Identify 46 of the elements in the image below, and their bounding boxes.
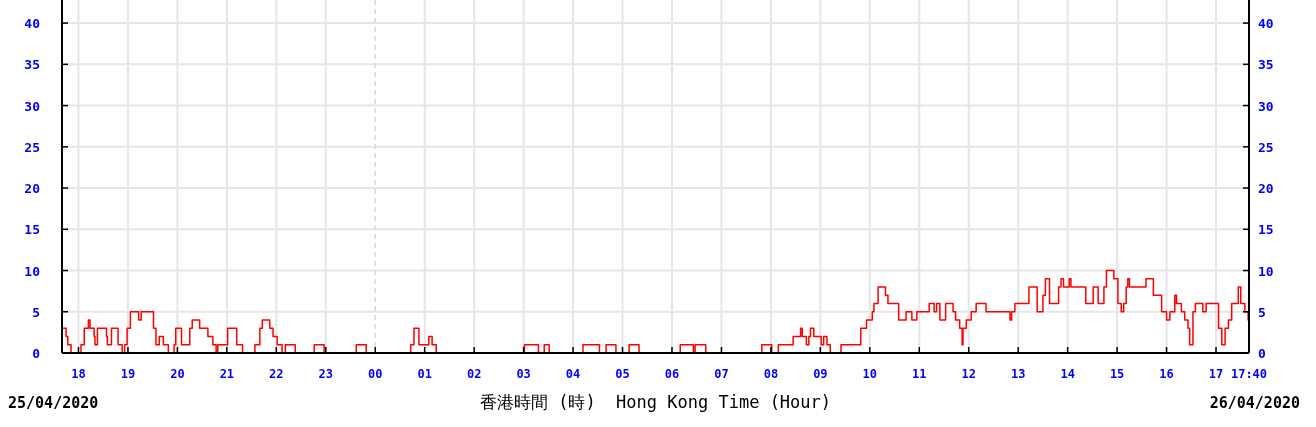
x-tick-label: 18: [71, 367, 86, 381]
x-tick-label: 21: [219, 367, 235, 381]
y2-tick-label: 15: [1258, 222, 1274, 238]
x-tick-label: 08: [763, 367, 779, 381]
y2-tick-label: 10: [1258, 263, 1274, 279]
x-tick-label: 01: [417, 367, 432, 381]
x-tick-label: 14: [1060, 367, 1075, 381]
x-tick-label: 19: [120, 367, 136, 381]
y-tick-label: 35: [24, 57, 40, 73]
x-tick-label: 22: [269, 367, 284, 381]
y-tick-label: 5: [32, 304, 40, 320]
y-tick-label: 30: [24, 98, 41, 114]
x-tick-label: 02: [466, 367, 482, 381]
y-tick-label: 10: [24, 263, 41, 279]
x-axis-title: 香港時間 (時) Hong Kong Time (Hour): [479, 392, 832, 412]
y-tick-label: 40: [24, 16, 41, 32]
x-tick-label: 17:40: [1230, 367, 1268, 381]
x-tick-label: 15: [1109, 367, 1125, 381]
x-tick-label: 20: [170, 367, 185, 381]
y2-tick-label: 20: [1258, 181, 1274, 197]
x-tick-label: 17: [1208, 367, 1224, 381]
y-tick-label: 0: [32, 346, 41, 361]
x-tick-label: 11: [912, 367, 927, 381]
y2-tick-label: 25: [1258, 139, 1274, 155]
y-tick-label: 20: [24, 181, 41, 197]
y2-tick-label: 0: [1258, 346, 1266, 361]
y-tick-label: 15: [24, 222, 40, 238]
y2-tick-label: 30: [1258, 98, 1274, 114]
x-tick-label: 07: [714, 367, 729, 381]
x-tick-label: 05: [615, 367, 630, 381]
x-tick-label: 16: [1159, 367, 1174, 381]
y2-tick-label: 40: [1258, 16, 1274, 32]
y2-tick-label: 35: [1258, 57, 1274, 73]
x-tick-label: 13: [1010, 367, 1026, 381]
x-tick-label: 10: [862, 367, 878, 381]
x-tick-label: 06: [664, 367, 680, 381]
x-tick-label: 04: [565, 367, 581, 381]
y-tick-label: 25: [24, 139, 40, 155]
x-tick-label: 03: [516, 367, 531, 381]
x-tick-label: 09: [813, 367, 828, 381]
y2-tick-label: 5: [1258, 304, 1266, 320]
x-tick-label: 00: [368, 367, 383, 381]
text: 26/04/2020: [1209, 394, 1300, 412]
text: 25/04/2020: [8, 394, 99, 412]
x-tick-label: 23: [318, 367, 333, 381]
x-tick-label: 12: [961, 367, 976, 381]
